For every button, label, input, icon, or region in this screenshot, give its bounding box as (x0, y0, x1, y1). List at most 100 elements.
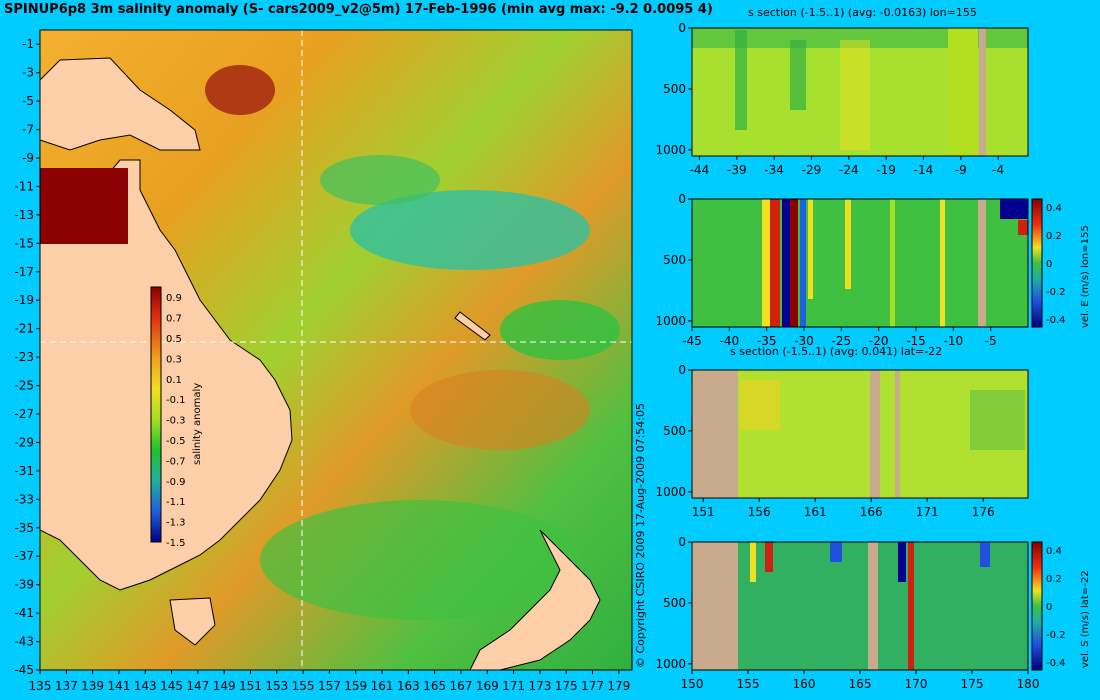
panel-vel-e (691, 198, 1043, 328)
map-x-tick-label: 143 (134, 679, 157, 693)
map-y-tick-label: -33 (14, 492, 34, 506)
section-x-tick-label: -29 (802, 163, 822, 177)
map-y-tick-label: -29 (14, 435, 34, 449)
section-y-tick-label: 1000 (655, 314, 686, 328)
section-y-tick-label: 1000 (655, 657, 686, 671)
map-y-tick-label: -23 (14, 350, 34, 364)
section-x-tick-label: 156 (748, 505, 771, 519)
map-colorbar-label: salinity anomaly (192, 383, 203, 465)
map-x-tick-label: 177 (581, 679, 604, 693)
section-x-tick-label: -5 (985, 334, 997, 348)
map-colorbar-tick-label: -0.1 (166, 395, 186, 406)
section-x-tick-label: 180 (1017, 677, 1040, 691)
map-y-tick-label: -19 (14, 293, 34, 307)
vel-colorbar-tick-label: -0.2 (1046, 287, 1066, 298)
map-x-tick-label: 179 (607, 679, 630, 693)
map-x-tick-label: 139 (81, 679, 104, 693)
low-salinity-patch (260, 500, 580, 620)
section-x-tick-label: -35 (757, 334, 777, 348)
section-x-tick-label: -19 (876, 163, 896, 177)
section-x-tick-label: 175 (961, 677, 984, 691)
section-y-tick-label: 0 (678, 535, 686, 549)
section-x-tick-label: -10 (944, 334, 964, 348)
map-y-tick-label: -17 (14, 265, 34, 279)
map-colorbar-tick-label: -0.9 (166, 477, 186, 488)
map-x-tick-label: 159 (344, 679, 367, 693)
section-land (979, 28, 986, 156)
vel-colorbar-tick-label: 0.4 (1046, 546, 1062, 557)
map-y-tick-label: -9 (22, 151, 34, 165)
map-x-tick-label: 151 (239, 679, 262, 693)
map-x-tick-label: 163 (397, 679, 420, 693)
map-y-tick-label: -39 (14, 578, 34, 592)
vel-colorbar-tick-label: 0.2 (1046, 574, 1062, 585)
map-panel: 135 137 139 141 143 145 147 149 151 153 155 157 159 1… (14, 29, 633, 693)
section-y-tick-label: 1000 (655, 485, 686, 499)
tasmania-land (169, 597, 216, 646)
section-x-tick-label: -34 (764, 163, 784, 177)
map-colorbar-tick-label: 0.3 (166, 354, 182, 365)
gulf-high-salinity (40, 168, 128, 244)
low-salinity-patch (350, 190, 590, 270)
map-x-tick-label: 169 (476, 679, 499, 693)
map-x-tick-label: 155 (292, 679, 315, 693)
new-guinea-land (39, 57, 201, 151)
vel-colorbar-tick-label: 0.4 (1046, 203, 1062, 214)
main-title: SPINUP6p8 3m salinity anomaly (S- cars20… (4, 2, 713, 17)
vel-e-colorbar-label: vel. E (m/s) lon=155 (1080, 225, 1091, 328)
map-x-tick-label: 149 (213, 679, 236, 693)
section-x-tick-label: 161 (804, 505, 827, 519)
map-x-tick-label: 165 (423, 679, 446, 693)
map-colorbar-tick-label: 0.9 (166, 293, 182, 304)
map-y-tick-label: -7 (22, 123, 34, 137)
map-x-tick-label: 147 (186, 679, 209, 693)
section-x-tick-label: 176 (972, 505, 995, 519)
high-salinity-patch (410, 370, 590, 450)
map-y-tick-label: -45 (14, 663, 34, 677)
map-x-tick-label: 153 (265, 679, 288, 693)
map-y-tick-label: -27 (14, 407, 34, 421)
section-x-tick-label: 171 (916, 505, 939, 519)
section-y-tick-label: 0 (678, 363, 686, 377)
section-y-tick-label: 500 (663, 596, 686, 610)
s-section-lon-title: s section (-1.5..1) (avg: -0.0163) lon=1… (748, 6, 977, 19)
vel-colorbar-tick-label: -0.4 (1046, 315, 1066, 326)
map-colorbar-tick-label: 0.7 (166, 314, 182, 325)
australia-land (39, 159, 293, 591)
vel-s-colorbar-label: vel. S (m/s) lat=-22 (1080, 570, 1091, 668)
map-colorbar-tick-label: -1.1 (166, 497, 186, 508)
vel-colorbar-tick-label: 0 (1046, 602, 1052, 613)
section-x-tick-label: 151 (692, 505, 715, 519)
map-y-tick-label: -21 (14, 322, 34, 336)
low-salinity-patch (320, 155, 440, 205)
map-y-tick-label: -25 (14, 379, 34, 393)
map-y-tick-label: -13 (14, 208, 34, 222)
map-y-tick-label: -1 (22, 37, 34, 51)
high-salinity-patch (205, 65, 275, 115)
section-x-tick-label: -15 (906, 334, 926, 348)
vel-colorbar-tick-label: -0.2 (1046, 630, 1066, 641)
map-colorbar-tick-label: -0.7 (166, 456, 186, 467)
section-x-tick-label: 170 (905, 677, 928, 691)
section-x-tick-label: -4 (992, 163, 1004, 177)
map-colorbar-tick-label: -0.5 (166, 436, 186, 447)
section-y-tick-label: 500 (663, 82, 686, 96)
vel-colorbar-tick-label: 0 (1046, 259, 1052, 270)
section-x-tick-label: -24 (839, 163, 859, 177)
map-colorbar (150, 286, 162, 543)
map-y-tick-label: -35 (14, 521, 34, 535)
map-plot-area (39, 29, 633, 671)
map-y-tick-label: -37 (14, 549, 34, 563)
map-colorbar-tick-label: 0.5 (166, 334, 182, 345)
map-x-tick-label: 135 (29, 679, 52, 693)
section-x-tick-label: 160 (793, 677, 816, 691)
section-y-tick-label: 500 (663, 424, 686, 438)
map-x-tick-label: 171 (502, 679, 525, 693)
map-frame (39, 29, 633, 671)
map-colorbar-tick-label: -1.3 (166, 518, 186, 529)
new-caledonia-land (454, 311, 491, 341)
section-x-tick-label: -14 (914, 163, 934, 177)
vel-s-colorbar (1031, 541, 1043, 671)
section-x-tick-label: -45 (682, 334, 702, 348)
section-x-tick-label: 165 (849, 677, 872, 691)
